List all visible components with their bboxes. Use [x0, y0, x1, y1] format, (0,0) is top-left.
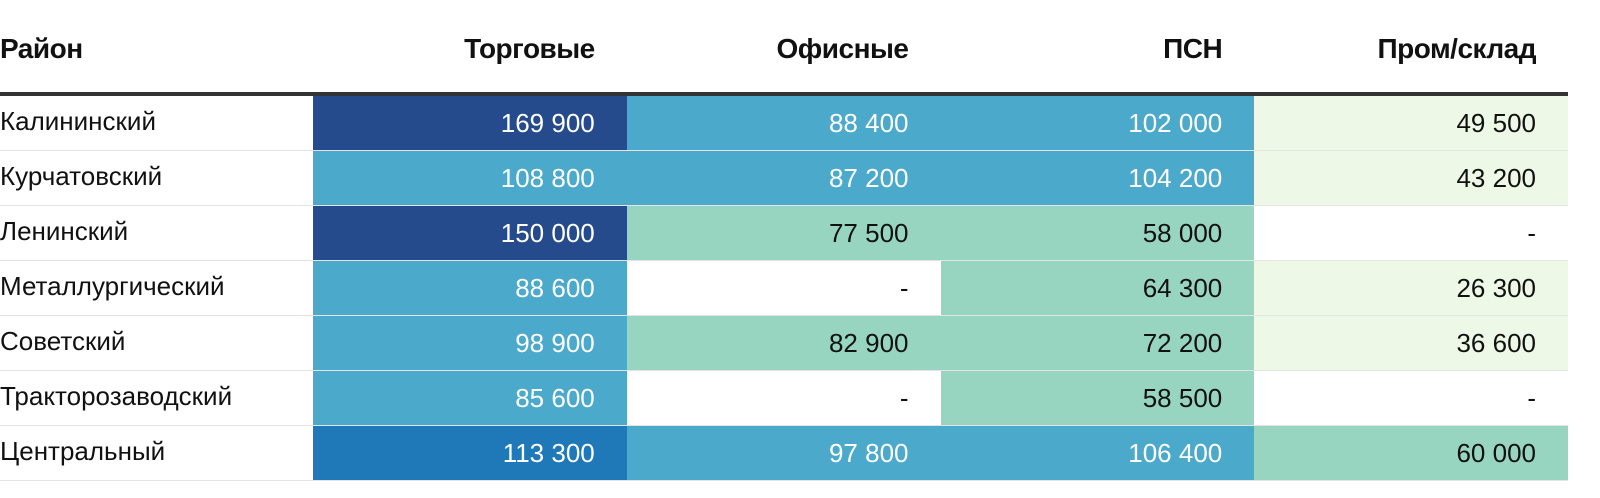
table-row: Металлургический 88 600-64 300 26 300	[0, 260, 1568, 316]
table-row: Ленинский 150 000 77 500 58 000-	[0, 205, 1568, 261]
header-row: Район Торговые Офисные ПСН Пром/склад	[0, 0, 1568, 96]
district-name: Ленинский	[0, 205, 313, 261]
district-name: Металлургический	[0, 260, 313, 316]
price-cell: 60 000	[1254, 425, 1568, 481]
price-table: Район Торговые Офисные ПСН Пром/склад Калини…	[0, 0, 1568, 481]
price-cell: 88 600	[313, 260, 627, 316]
price-cell: 104 200	[940, 150, 1255, 206]
column-header: Пром/склад	[1254, 0, 1568, 96]
column-header: Офисные	[626, 0, 941, 96]
price-cell: 150 000	[313, 205, 627, 261]
price-cell: -	[1254, 370, 1568, 426]
price-cell: 36 600	[1254, 315, 1568, 371]
price-cell: 43 200	[1254, 150, 1568, 206]
price-cell: -	[626, 260, 941, 316]
table-row: Калининский 169 900 88 400 102 000 49 500	[0, 94, 1568, 151]
price-cell: 102 000	[940, 94, 1255, 151]
price-cell: 85 600	[313, 370, 627, 426]
column-header: Торговые	[313, 0, 627, 96]
price-cell: 26 300	[1254, 260, 1568, 316]
column-header: Район	[0, 0, 313, 96]
price-cell: 98 900	[313, 315, 627, 371]
price-cell: 82 900	[626, 315, 941, 371]
price-cell: 49 500	[1254, 94, 1568, 151]
price-cell: 77 500	[626, 205, 941, 261]
table-body: Калининский 169 900 88 400 102 000 49 500 Кур…	[0, 94, 1568, 481]
price-cell: 108 800	[313, 150, 627, 206]
price-cell: 169 900	[313, 94, 627, 151]
table-row: Курчатовский 108 800 87 200 104 200 43 200	[0, 150, 1568, 206]
price-cell: 64 300	[940, 260, 1255, 316]
column-header: ПСН	[940, 0, 1255, 96]
district-name: Центральный	[0, 425, 313, 481]
price-cell: 97 800	[626, 425, 941, 481]
price-cell: 87 200	[626, 150, 941, 206]
table-row: Тракторозаводский 85 600-58 500-	[0, 370, 1568, 426]
price-cell: 88 400	[626, 94, 941, 151]
district-name: Тракторозаводский	[0, 370, 313, 426]
table-row: Центральный 113 300 97 800 106 400 60 000	[0, 425, 1568, 481]
price-cell: 58 000	[940, 205, 1255, 261]
district-name: Курчатовский	[0, 150, 313, 206]
price-cell: 106 400	[940, 425, 1255, 481]
table-row: Советский 98 900 82 900 72 200 36 600	[0, 315, 1568, 371]
price-cell: 72 200	[940, 315, 1255, 371]
price-cell: -	[626, 370, 941, 426]
district-name: Советский	[0, 315, 313, 371]
price-cell: 113 300	[313, 425, 627, 481]
price-cell: 58 500	[940, 370, 1255, 426]
price-cell: -	[1254, 205, 1568, 261]
district-name: Калининский	[0, 94, 313, 151]
